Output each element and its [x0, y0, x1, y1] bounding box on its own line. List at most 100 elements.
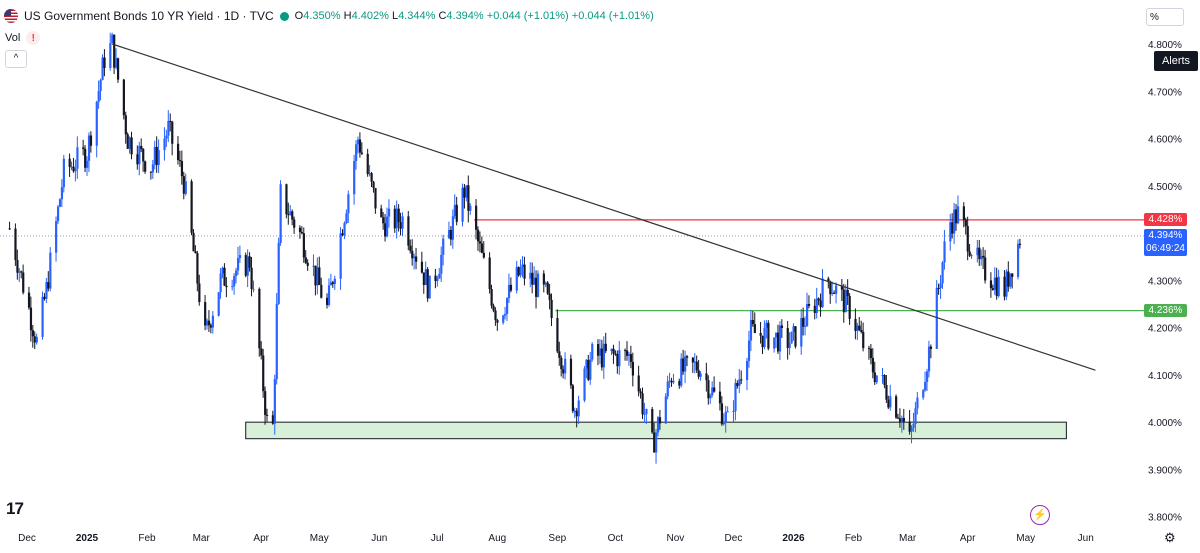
candle-body — [285, 184, 288, 215]
candle-body — [192, 232, 195, 252]
candle-body — [451, 216, 455, 240]
candle-body — [720, 403, 724, 425]
candle-body — [800, 317, 803, 347]
candle — [995, 267, 998, 300]
candle — [455, 196, 458, 226]
tradingview-logo[interactable]: 17 — [6, 499, 24, 518]
collapse-legend-button[interactable]: ^ — [5, 50, 27, 68]
open-value: 4.350% — [303, 10, 341, 22]
candle-body — [277, 242, 280, 304]
candle-body — [804, 325, 807, 327]
warning-icon[interactable]: ! — [26, 31, 41, 45]
last-price-value: 4.394% — [1148, 229, 1183, 241]
candle — [29, 296, 33, 342]
candle — [126, 132, 129, 149]
candle — [722, 413, 725, 426]
candle — [209, 323, 213, 334]
candle-body — [835, 285, 838, 294]
candle-body — [833, 292, 836, 294]
candle — [157, 139, 160, 174]
candle-body — [225, 285, 228, 288]
candle-body — [949, 222, 952, 242]
candle — [395, 200, 398, 239]
candle — [488, 252, 491, 294]
candle — [507, 273, 511, 303]
candle-body — [686, 356, 689, 358]
candle-body — [753, 324, 756, 333]
bolt-icon[interactable]: ⚡ — [1030, 505, 1050, 525]
candle-body — [74, 168, 77, 172]
candle-body — [571, 385, 575, 412]
x-tick-label: Apr — [960, 533, 976, 544]
gear-icon[interactable]: ⚙ — [1164, 530, 1176, 545]
candle — [130, 131, 133, 160]
candle — [248, 252, 251, 272]
candle — [763, 320, 766, 350]
candle-body — [560, 357, 563, 370]
candle-body — [670, 380, 673, 383]
candle — [279, 180, 282, 246]
candle — [372, 180, 375, 193]
y-tick-label: 4.200% — [1148, 324, 1182, 335]
candle-body — [858, 325, 861, 330]
percent-scale-button[interactable]: % — [1146, 8, 1184, 26]
candle-body — [355, 144, 358, 161]
candle-body — [235, 270, 238, 276]
candle-body — [422, 272, 425, 285]
candle — [225, 277, 228, 298]
candle-body — [955, 209, 958, 224]
alerts-button[interactable]: Alerts — [1154, 51, 1198, 71]
price-axis: 4.800%4.700%4.600%4.500%4.400%4.300%4.20… — [1148, 40, 1182, 524]
candle-body — [1009, 273, 1012, 287]
candle-body — [163, 138, 166, 151]
chart-legend: US Government Bonds 10 YR Yield · 1D · T… — [4, 9, 654, 23]
candle-body — [312, 265, 315, 267]
volume-label[interactable]: Vol — [5, 32, 21, 44]
candle-body — [221, 267, 224, 274]
candle-body — [831, 292, 834, 295]
candle — [304, 250, 307, 264]
candle-body — [45, 282, 48, 299]
candle-body — [22, 272, 25, 293]
candle-body — [370, 173, 373, 182]
x-tick-label: May — [310, 533, 329, 544]
candle — [109, 32, 112, 71]
candle-body — [976, 247, 979, 256]
candle — [128, 136, 131, 154]
candle — [401, 212, 404, 237]
candle-body — [535, 277, 538, 297]
candle — [953, 203, 956, 245]
candle — [442, 234, 445, 266]
candle — [585, 358, 588, 379]
candle-body — [196, 253, 199, 284]
candle-body — [1007, 271, 1010, 287]
candle — [223, 263, 226, 287]
candle-body — [289, 211, 292, 216]
candle-body — [1016, 243, 1020, 277]
candle-body — [610, 348, 613, 351]
symbol-title[interactable]: US Government Bonds 10 YR Yield · 1D · T… — [24, 9, 274, 23]
candle-body — [645, 409, 648, 414]
candle-body — [773, 337, 776, 349]
candle-body — [869, 348, 873, 358]
candle-body — [747, 340, 751, 361]
candle-body — [759, 332, 762, 336]
candle — [912, 412, 915, 432]
candle-body — [722, 421, 725, 425]
candle-body — [871, 357, 875, 373]
candle-body — [279, 184, 282, 243]
candle — [997, 269, 1000, 298]
candle — [258, 287, 261, 357]
candle — [113, 34, 116, 75]
candle — [653, 422, 656, 453]
candle — [1009, 273, 1012, 289]
candle-body — [55, 221, 58, 253]
candle-body — [233, 275, 236, 287]
candle-body — [341, 233, 344, 236]
candle-body — [668, 380, 671, 382]
candle-body — [87, 135, 91, 161]
candle — [968, 243, 971, 258]
candle — [821, 269, 824, 308]
candle-body — [807, 304, 811, 306]
